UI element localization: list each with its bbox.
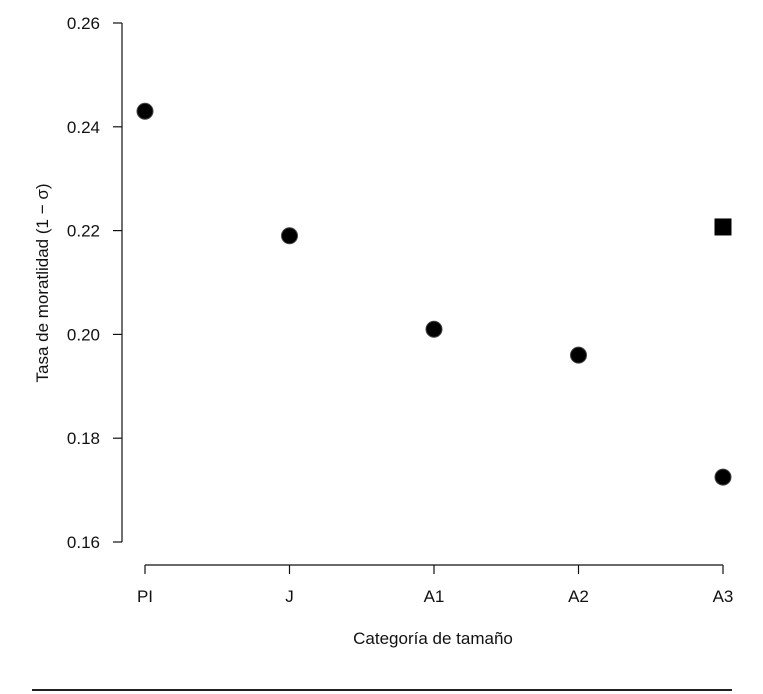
data-point-circle	[714, 468, 732, 486]
y-tick-label: 0.22	[67, 222, 100, 241]
y-tick-label: 0.18	[67, 429, 100, 448]
x-tick-label: J	[285, 587, 294, 606]
x-tick-label: A2	[568, 587, 589, 606]
data-point-circle	[425, 320, 443, 338]
data-point-circle	[281, 227, 298, 245]
data-point-square	[714, 218, 732, 236]
bottom-rule	[32, 689, 732, 691]
y-axis-title: Tasa de moratlidad (1 − σ)	[33, 183, 52, 382]
x-tick-label: A1	[424, 587, 445, 606]
data-point-circle	[570, 346, 587, 364]
data-point-circle	[136, 102, 154, 120]
y-axis: 0.16 0.18 0.20 0.22 0.24 0.26	[67, 14, 123, 552]
y-tick-label: 0.20	[67, 325, 100, 344]
x-axis-title: Categoría de tamaño	[353, 629, 513, 648]
x-tick-label: A3	[713, 587, 734, 606]
y-tick-label: 0.26	[67, 14, 100, 33]
y-tick-label: 0.24	[67, 118, 100, 137]
y-tick-label: 0.16	[67, 533, 100, 552]
data-points	[136, 102, 732, 486]
x-tick-label: PI	[137, 587, 153, 606]
x-axis: PI J A1 A2 A3	[137, 564, 734, 606]
